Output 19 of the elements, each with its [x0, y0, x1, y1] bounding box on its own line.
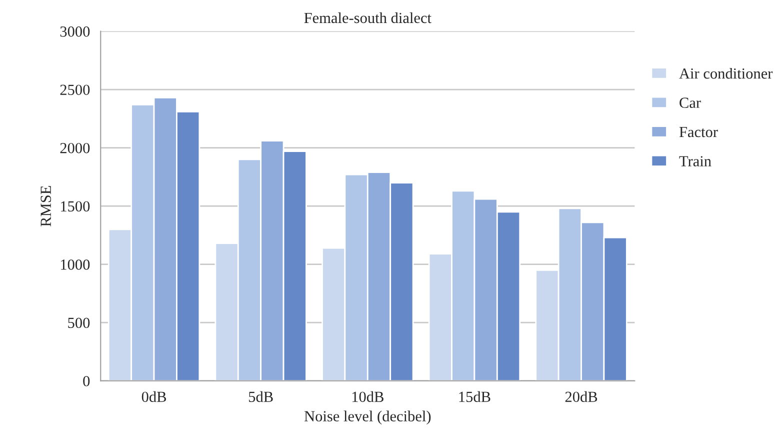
y-tick-label: 2000 — [60, 142, 90, 154]
y-tick-label: 1000 — [60, 259, 90, 270]
y-tick-label: 3000 — [60, 26, 90, 37]
y-tick-label: 0 — [83, 376, 90, 386]
legend-label: Car — [680, 98, 701, 108]
x-tick-label: 5dB — [248, 391, 273, 402]
x-axis-title: Noise level (decibel) — [304, 410, 431, 425]
legend-label: Air conditioner — [679, 68, 773, 79]
y-tick-label: 500 — [68, 318, 90, 328]
x-tick-label: 15dB — [459, 391, 490, 402]
y-axis-title: RMSE — [40, 186, 51, 226]
y-tick-label: 1500 — [60, 201, 90, 212]
x-tick-label: 20dB — [565, 391, 598, 402]
x-tick-label: 0dB — [142, 391, 166, 402]
legend-label: Factor — [679, 127, 718, 138]
x-tick-label: 10dB — [352, 391, 384, 402]
chart-title: Female-south dialect — [304, 12, 432, 24]
y-tick-label: 2500 — [60, 84, 90, 95]
legend-label: Train — [679, 156, 712, 166]
